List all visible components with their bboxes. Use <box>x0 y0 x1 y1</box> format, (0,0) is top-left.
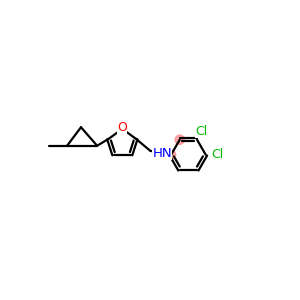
Text: Cl: Cl <box>195 125 207 138</box>
Circle shape <box>175 135 184 144</box>
Text: HN: HN <box>152 147 172 160</box>
Text: O: O <box>117 121 127 134</box>
Circle shape <box>167 150 176 159</box>
Text: Cl: Cl <box>211 148 224 161</box>
